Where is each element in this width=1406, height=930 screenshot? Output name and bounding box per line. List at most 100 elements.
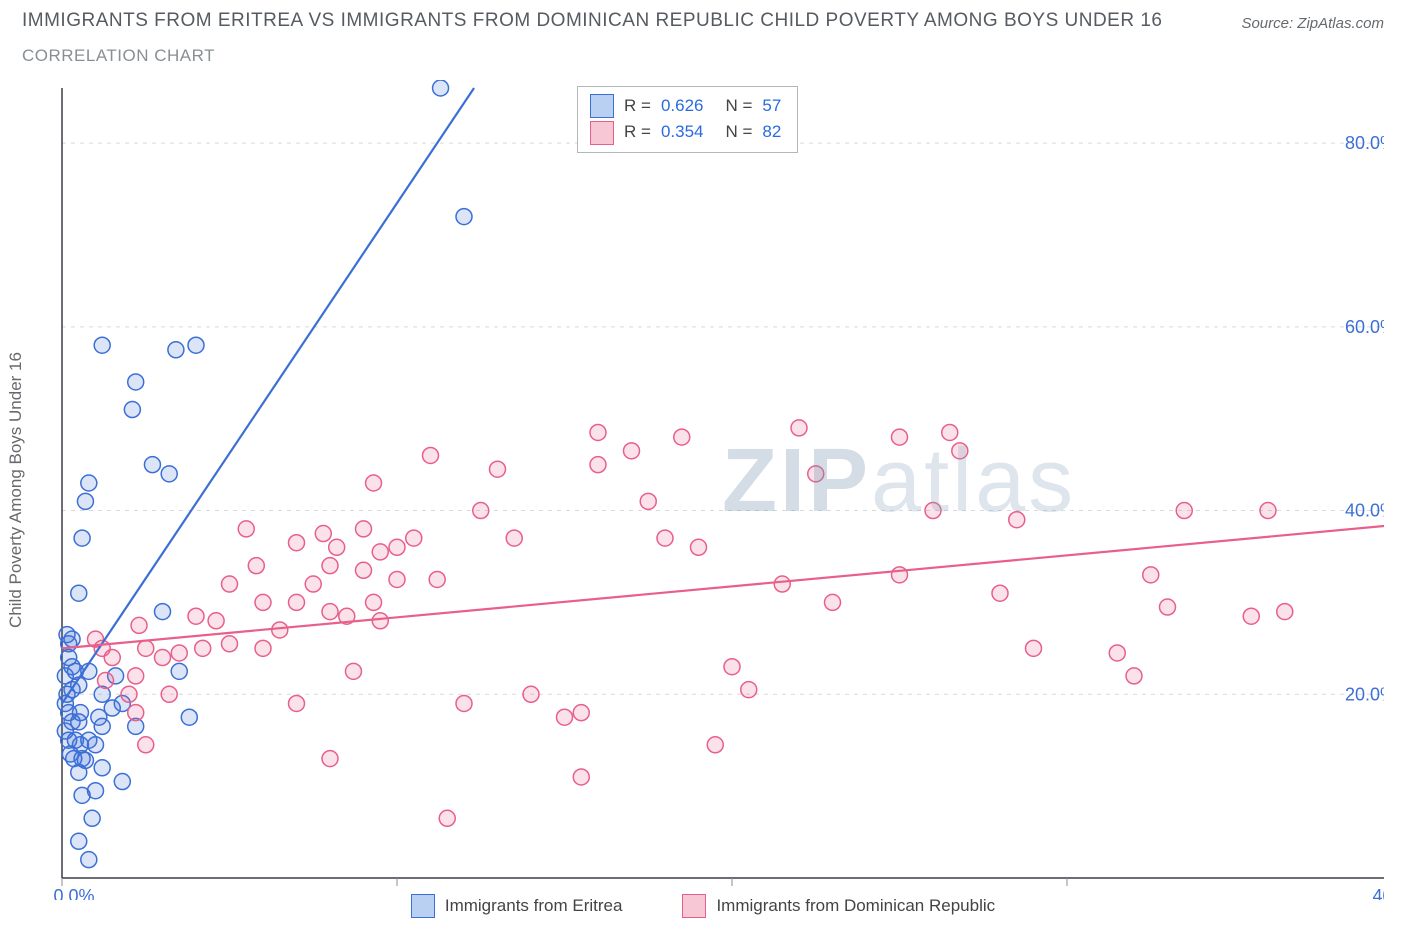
dominican-point bbox=[590, 457, 606, 473]
dominican-point bbox=[289, 594, 305, 610]
dominican-point bbox=[322, 558, 338, 574]
eritrea-point bbox=[81, 852, 97, 868]
dominican-point bbox=[121, 686, 137, 702]
chart-container: Child Poverty Among Boys Under 16 ZIPatl… bbox=[22, 80, 1384, 900]
eritrea-point bbox=[181, 709, 197, 725]
source-label: Source: ZipAtlas.com bbox=[1241, 15, 1384, 32]
dominican-point bbox=[222, 636, 238, 652]
eritrea-point bbox=[456, 209, 472, 225]
eritrea-point bbox=[84, 810, 100, 826]
dominican-point bbox=[1026, 640, 1042, 656]
dominican-point bbox=[691, 539, 707, 555]
chart-subtitle: CORRELATION CHART bbox=[0, 32, 1406, 66]
dominican-point bbox=[952, 443, 968, 459]
y-tick-label: 40.0% bbox=[1345, 501, 1384, 521]
legend-r-label: R = bbox=[624, 93, 651, 119]
dominican-point bbox=[523, 686, 539, 702]
dominican-point bbox=[289, 695, 305, 711]
eritrea-point bbox=[77, 493, 93, 509]
dominican-point bbox=[138, 640, 154, 656]
dominican-point bbox=[98, 673, 114, 689]
dominican-point bbox=[490, 461, 506, 477]
eritrea-point bbox=[59, 627, 75, 643]
dominican-point bbox=[322, 751, 338, 767]
y-tick-label: 60.0% bbox=[1345, 317, 1384, 337]
dominican-point bbox=[1277, 604, 1293, 620]
eritrea-point bbox=[144, 457, 160, 473]
dominican-point bbox=[255, 594, 271, 610]
eritrea-point bbox=[94, 337, 110, 353]
dominican-point bbox=[590, 424, 606, 440]
dominican-point bbox=[429, 571, 445, 587]
dominican-point bbox=[155, 650, 171, 666]
dominican-point bbox=[640, 493, 656, 509]
dominican-point bbox=[356, 521, 372, 537]
dominican-point bbox=[423, 447, 439, 463]
dominican-point bbox=[171, 645, 187, 661]
dominican-point bbox=[345, 663, 361, 679]
eritrea-point bbox=[155, 604, 171, 620]
eritrea-point bbox=[77, 752, 93, 768]
eritrea-point bbox=[94, 760, 110, 776]
legend-r-label: R = bbox=[624, 119, 651, 145]
dominican-point bbox=[322, 604, 338, 620]
eritrea-trendline bbox=[62, 88, 474, 703]
eritrea-point bbox=[124, 402, 140, 418]
eritrea-point bbox=[128, 374, 144, 390]
legend-row: R =0.626N =57 bbox=[590, 93, 781, 119]
dominican-point bbox=[1009, 512, 1025, 528]
dominican-point bbox=[222, 576, 238, 592]
eritrea-point bbox=[71, 833, 87, 849]
dominican-point bbox=[366, 475, 382, 491]
dominican-trendline bbox=[62, 524, 1384, 648]
eritrea-point bbox=[88, 737, 104, 753]
dominican-point bbox=[674, 429, 690, 445]
dominican-point bbox=[456, 695, 472, 711]
dominican-point bbox=[473, 503, 489, 519]
scatter-plot: 20.0%40.0%60.0%80.0%0.0%40.0% bbox=[22, 80, 1384, 900]
eritrea-point bbox=[114, 774, 130, 790]
dominican-point bbox=[289, 535, 305, 551]
y-tick-label: 80.0% bbox=[1345, 133, 1384, 153]
dominican-point bbox=[329, 539, 345, 555]
dominican-point bbox=[439, 810, 455, 826]
dominican-point bbox=[406, 530, 422, 546]
dominican-point bbox=[255, 640, 271, 656]
x-tick-label: 0.0% bbox=[53, 886, 94, 900]
eritrea-point bbox=[88, 783, 104, 799]
dominican-point bbox=[188, 608, 204, 624]
dominican-point bbox=[366, 594, 382, 610]
dominican-point bbox=[389, 539, 405, 555]
dominican-point bbox=[238, 521, 254, 537]
dominican-point bbox=[104, 650, 120, 666]
legend-r-value: 0.626 bbox=[661, 93, 704, 119]
eritrea-point bbox=[161, 466, 177, 482]
legend-n-value: 82 bbox=[762, 119, 781, 145]
eritrea-point bbox=[94, 718, 110, 734]
legend-r-value: 0.354 bbox=[661, 119, 704, 145]
dominican-point bbox=[195, 640, 211, 656]
legend-swatch bbox=[590, 94, 614, 118]
dominican-point bbox=[315, 526, 331, 542]
legend-swatch bbox=[590, 121, 614, 145]
dominican-point bbox=[992, 585, 1008, 601]
dominican-point bbox=[372, 544, 388, 560]
eritrea-point bbox=[74, 530, 90, 546]
dominican-point bbox=[128, 668, 144, 684]
dominican-point bbox=[208, 613, 224, 629]
dominican-point bbox=[573, 705, 589, 721]
dominican-point bbox=[707, 737, 723, 753]
dominican-point bbox=[1243, 608, 1259, 624]
eritrea-point bbox=[188, 337, 204, 353]
dominican-point bbox=[808, 466, 824, 482]
dominican-point bbox=[389, 571, 405, 587]
dominican-point bbox=[942, 424, 958, 440]
y-axis-label: Child Poverty Among Boys Under 16 bbox=[6, 352, 26, 628]
dominican-point bbox=[138, 737, 154, 753]
eritrea-point bbox=[433, 80, 449, 96]
dominican-point bbox=[774, 576, 790, 592]
dominican-point bbox=[573, 769, 589, 785]
dominican-point bbox=[557, 709, 573, 725]
y-tick-label: 20.0% bbox=[1345, 684, 1384, 704]
eritrea-point bbox=[71, 585, 87, 601]
